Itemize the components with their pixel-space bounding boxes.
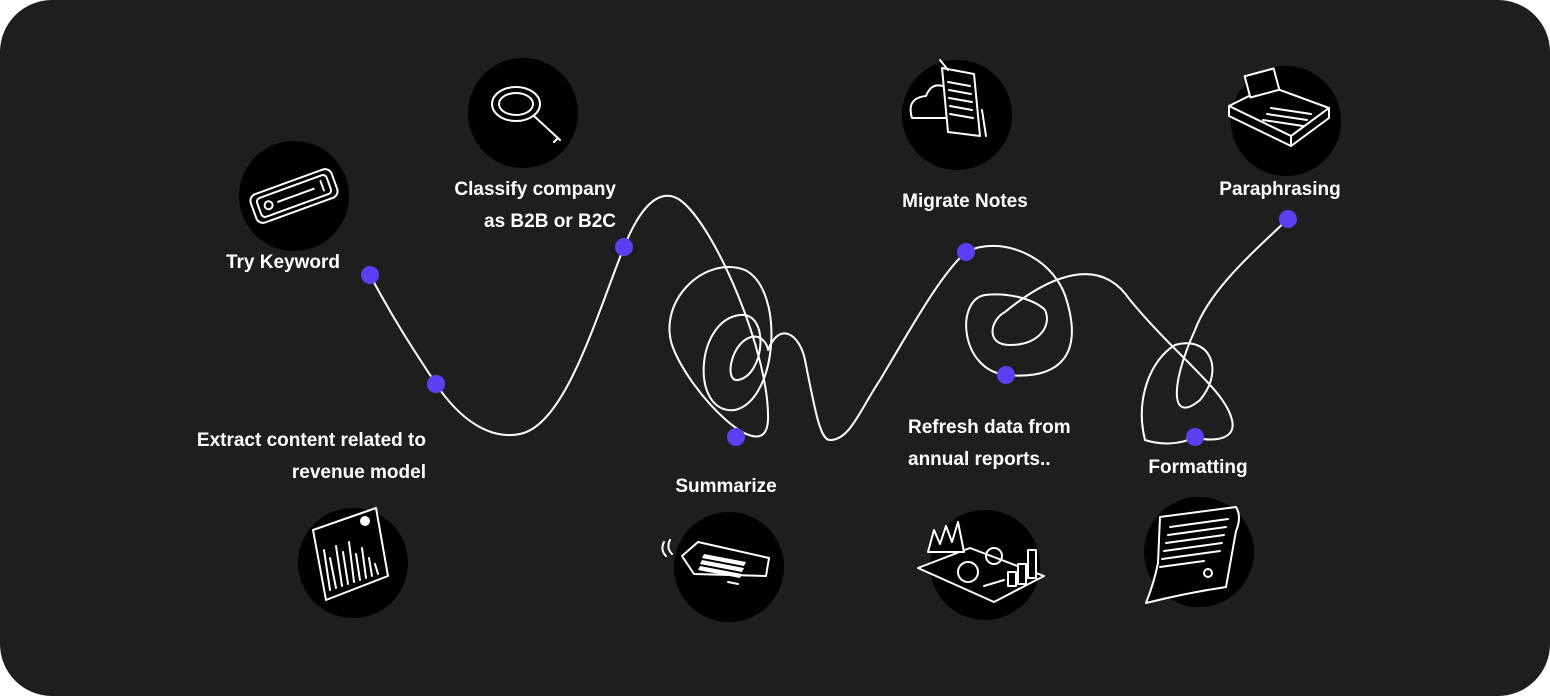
label-line: Classify company xyxy=(454,179,616,200)
bar-chart-tablet-icon xyxy=(298,507,408,618)
typewriter-icon xyxy=(1228,66,1341,176)
marker-migrate-notes[interactable] xyxy=(957,243,975,261)
cloud-notes-icon xyxy=(902,59,1012,170)
marker-classify-company[interactable] xyxy=(615,238,633,256)
paper-document-icon xyxy=(1144,497,1254,607)
label-migrate-notes: Migrate Notes xyxy=(880,186,1050,218)
document-tag-icon xyxy=(661,512,784,622)
label-line: Formatting xyxy=(1148,457,1248,478)
marker-refresh-data[interactable] xyxy=(997,366,1015,384)
label-line: revenue model xyxy=(291,462,426,483)
marker-paraphrasing[interactable] xyxy=(1279,210,1297,228)
marker-formatting[interactable] xyxy=(1186,428,1204,446)
label-formatting: Formatting xyxy=(1120,452,1276,484)
label-line: Paraphrasing xyxy=(1219,179,1341,200)
marker-try-keyword[interactable] xyxy=(361,266,379,284)
label-line: Refresh data from xyxy=(908,417,1071,438)
label-line: annual reports.. xyxy=(908,449,1051,470)
analytics-dashboard-icon xyxy=(917,510,1045,620)
label-line: Summarize xyxy=(675,476,777,497)
marker-extract-content[interactable] xyxy=(427,375,445,393)
label-line: Migrate Notes xyxy=(902,191,1028,212)
marker-summarize[interactable] xyxy=(727,428,745,446)
label-line: Extract content related to xyxy=(196,430,426,451)
label-try-keyword: Try Keyword xyxy=(180,247,340,279)
label-extract-content: Extract content related to revenue model xyxy=(150,425,426,489)
label-classify-company: Classify company as B2B or B2C xyxy=(420,174,616,238)
step-markers xyxy=(361,210,1297,446)
magnifying-glass-icon xyxy=(468,58,578,168)
label-line: Try Keyword xyxy=(225,252,340,273)
label-refresh-data: Refresh data from annual reports.. xyxy=(908,412,1108,476)
label-summarize: Summarize xyxy=(646,471,806,503)
label-paraphrasing: Paraphrasing xyxy=(1200,174,1360,206)
label-line: as B2B or B2C xyxy=(484,211,616,232)
phone-keyword-icon xyxy=(239,141,349,251)
